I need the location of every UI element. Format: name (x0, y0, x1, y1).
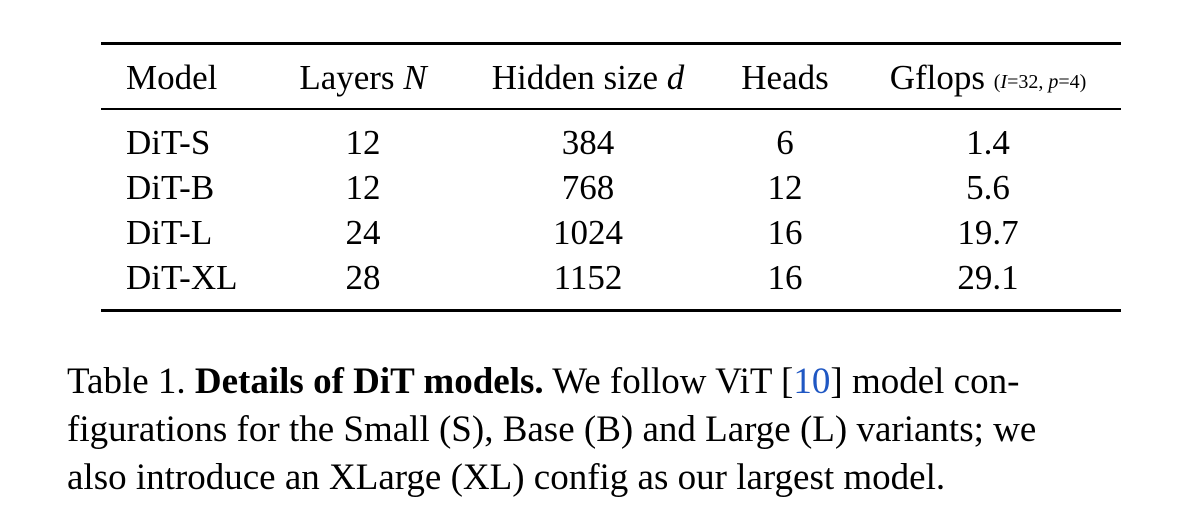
row-model: DiT-L (126, 213, 213, 252)
header-layers-label: Layers (299, 58, 395, 97)
row-model: DiT-B (126, 168, 215, 207)
header-gflops-label: Gflops (889, 58, 985, 97)
header-hidden-size: Hidden size d (492, 58, 684, 98)
row-layers: 12 (345, 123, 381, 162)
table-caption: Table 1. Details of DiT models. We follo… (67, 358, 1157, 502)
header-layers-variable: N (403, 58, 427, 97)
row-heads: 16 (767, 258, 803, 297)
header-hidden-label: Hidden size (491, 58, 658, 97)
row-heads: 12 (767, 168, 803, 207)
row-gflops: 5.6 (966, 168, 1010, 207)
header-hidden-variable: d (666, 58, 685, 97)
row-layers: 24 (345, 213, 381, 252)
row-hidden-size: 1152 (553, 258, 623, 297)
caption-line-3: also introduce an XLarge (XL) config as … (67, 457, 946, 498)
table-header-rule (101, 108, 1121, 110)
header-model-label: Model (126, 58, 218, 97)
row-model: DiT-XL (126, 258, 238, 297)
row-gflops: 19.7 (957, 213, 1019, 252)
caption-text-1a: We follow ViT [ (552, 361, 794, 402)
header-heads: Heads (741, 58, 828, 98)
gflops-note-close: =4) (1058, 71, 1087, 93)
row-layers: 28 (345, 258, 381, 297)
row-heads: 16 (767, 213, 803, 252)
caption-title: Details of DiT models. (194, 361, 544, 402)
caption-line-2: figurations for the Small (S), Base (B) … (67, 409, 1037, 450)
caption-label: Table 1. (67, 361, 186, 402)
gflops-note-open: ( (993, 71, 1001, 93)
gflops-note-mid: =32, (1007, 71, 1049, 93)
table-bottom-rule (101, 309, 1121, 312)
caption-text-1b: ] model con- (830, 361, 1020, 402)
table-top-rule (101, 42, 1121, 45)
row-hidden-size: 384 (561, 123, 615, 162)
row-hidden-size: 768 (561, 168, 615, 207)
caption-line-1: Table 1. Details of DiT models. We follo… (67, 358, 1157, 406)
header-model: Model (126, 58, 217, 98)
gflops-note-i: I (1000, 71, 1008, 93)
row-layers: 12 (345, 168, 381, 207)
citation-link[interactable]: 10 (793, 361, 831, 402)
header-heads-label: Heads (741, 58, 829, 97)
header-gflops: Gflops (I=32, p=4) (890, 58, 1087, 102)
row-model: DiT-S (126, 123, 211, 162)
gflops-note-p: p (1048, 71, 1059, 93)
row-hidden-size: 1024 (553, 213, 623, 252)
header-layers: Layers N (299, 58, 426, 98)
row-gflops: 29.1 (957, 258, 1019, 297)
header-gflops-note: (I=32, p=4) (994, 71, 1087, 93)
row-gflops: 1.4 (966, 123, 1010, 162)
row-heads: 6 (776, 123, 794, 162)
